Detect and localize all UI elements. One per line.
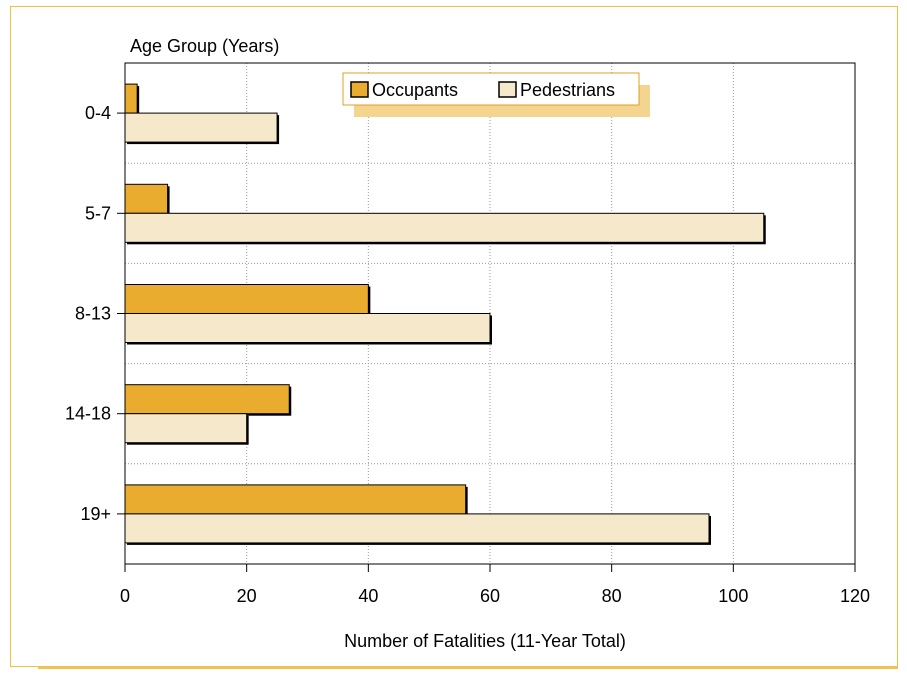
legend: Occupants Pedestrians [342,72,650,117]
bar-occupants-3 [124,384,290,415]
category-label: 19+ [80,504,111,524]
x-tick-label: 40 [358,586,378,606]
category-label: 5-7 [85,203,111,223]
y-axis-label: Age Group (Years) [130,36,279,56]
bar-occupants-2 [124,284,369,314]
category-label: 14-18 [65,404,111,424]
x-tick-label: 20 [237,586,257,606]
frame-bottom-rule [38,666,898,669]
bar-occupants-1 [124,183,169,214]
x-tick-label: 120 [840,586,870,606]
category-labels: 0-4 5-7 8-13 14-18 19+ [65,103,111,524]
bar-occupants-4 [124,484,467,515]
bar-occupants-0 [124,83,138,114]
axis-ticks [117,112,856,572]
legend-label-pedestrians: Pedestrians [520,80,615,100]
x-tick-label: 60 [480,586,500,606]
x-tick-labels: 0 20 40 60 80 100 120 [120,586,870,606]
x-tick-label: 100 [718,586,748,606]
legend-box [342,72,640,106]
bar-pedestrians-1 [124,212,765,243]
x-tick-label: 0 [120,586,130,606]
category-label: 0-4 [85,103,111,123]
bar-pedestrians-3 [124,413,248,444]
legend-swatch-pedestrians [498,81,517,98]
bar-pedestrians-2 [124,313,491,343]
grid-lines [125,63,855,564]
bars [124,83,766,545]
legend-swatch-occupants [350,81,369,98]
x-axis-label: Number of Fatalities (11-Year Total) [344,631,626,651]
bar-pedestrians-4 [124,513,710,544]
bar-pedestrians-0 [124,112,278,143]
category-label: 8-13 [75,304,111,324]
legend-label-occupants: Occupants [372,80,458,100]
x-tick-label: 80 [602,586,622,606]
